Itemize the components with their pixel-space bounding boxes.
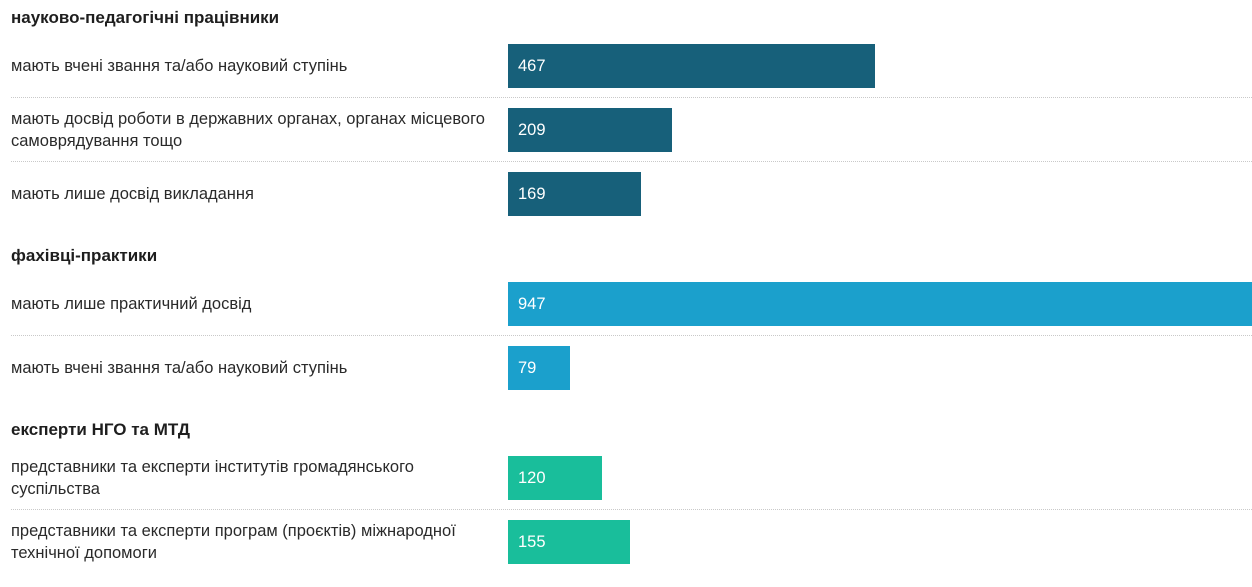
row-label: мають досвід роботи в державних органах,… xyxy=(11,110,485,150)
row-divider xyxy=(11,97,1252,98)
bar-row: представники та експерти програм (проєкт… xyxy=(0,520,1252,584)
row-label: мають вчені звання та/або науковий ступі… xyxy=(11,359,348,377)
group-title: науково-педагогічні працівники xyxy=(11,8,280,27)
bar-value-label: 947 xyxy=(518,295,546,313)
bar-row: мають досвід роботи в державних органах,… xyxy=(0,108,1252,172)
row-divider xyxy=(11,509,1252,510)
bar-row: мають вчені звання та/або науковий ступі… xyxy=(0,346,1252,410)
bar: 169 xyxy=(508,172,641,216)
bar-value-label: 79 xyxy=(518,359,537,377)
bar: 467 xyxy=(508,44,875,88)
bar-value-label: 467 xyxy=(518,57,546,75)
row-label: представники та експерти програм (проєкт… xyxy=(11,522,456,562)
row-label: представники та експерти інститутів гром… xyxy=(11,458,414,498)
bar-value-label: 169 xyxy=(518,185,546,203)
bar: 79 xyxy=(508,346,570,390)
row-label: мають лише практичний досвід xyxy=(11,295,252,313)
bar: 120 xyxy=(508,456,602,500)
row-divider xyxy=(11,335,1252,336)
group-title: експерти НГО та МТД xyxy=(11,420,190,439)
bar: 155 xyxy=(508,520,630,564)
row-divider xyxy=(11,161,1252,162)
bar: 947 xyxy=(508,282,1252,326)
bar-row: представники та експерти інститутів гром… xyxy=(0,456,1252,520)
bar-row: мають вчені звання та/або науковий ступі… xyxy=(0,44,1252,108)
bar-row: мають лише практичний досвід 947 xyxy=(0,282,1252,346)
bar-row: мають лише досвід викладання 169 xyxy=(0,172,1252,236)
bar: 209 xyxy=(508,108,672,152)
bar-value-label: 120 xyxy=(518,469,546,487)
bar-value-label: 209 xyxy=(518,121,546,139)
bar-value-label: 155 xyxy=(518,533,546,551)
row-label: мають лише досвід викладання xyxy=(11,185,254,203)
group-title: фахівці-практики xyxy=(11,246,158,265)
row-label: мають вчені звання та/або науковий ступі… xyxy=(11,57,348,75)
